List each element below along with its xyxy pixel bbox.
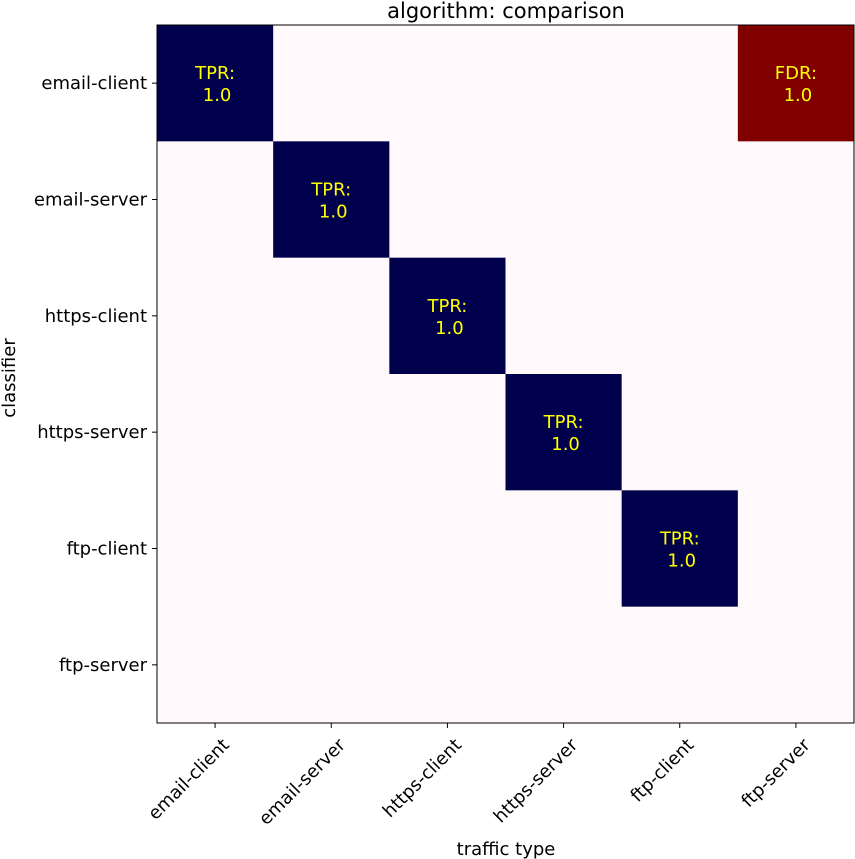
heatmap-cell-email-client-ftp-server [737,25,854,142]
cell-metric-label: TPR: [426,296,467,317]
y-axis-title: classifier [0,338,20,418]
cell-metric-label: TPR: [194,63,235,84]
x-axis-title: traffic type [457,839,556,859]
x-tick-label-https-client: https-client [379,735,466,822]
heatmap-cell-https-server-https-server [505,374,622,491]
y-tick-label-https-client: https-client [45,306,147,327]
x-tick-label-ftp-server: ftp-server [737,734,814,811]
heatmap-cell-email-server-email-server [273,141,390,258]
chart-title: algorithm: comparison [387,0,625,23]
cell-metric-label: FDR: [775,63,817,84]
y-tick-label-email-server: email-server [34,190,148,211]
y-tick-label-ftp-server: ftp-server [59,655,148,676]
x-tick-label-email-client: email-client [144,735,234,825]
x-tick-label-https-server: https-server [490,734,583,827]
cell-value-label: 1.0 [551,434,580,455]
cell-metric-label: TPR: [543,412,584,433]
cell-value-label: 1.0 [435,318,464,339]
x-tick-label-email-server: email-server [255,734,350,829]
heatmap-cell-email-client-email-client [157,25,274,142]
cell-value-label: 1.0 [203,85,232,106]
cell-value-label: 1.0 [784,85,813,106]
plot-frame [156,24,855,724]
y-tick-label-email-client: email-client [41,73,147,94]
cell-value-label: 1.0 [667,551,696,572]
heatmap-cell-https-client-https-client [389,257,506,374]
y-tick-label-https-server: https-server [37,422,147,443]
cell-value-label: 1.0 [319,202,348,223]
x-tick-label-ftp-client: ftp-client [627,735,699,807]
heatmap-cell-ftp-client-ftp-client [621,490,738,607]
y-tick-label-ftp-client: ftp-client [67,539,147,560]
cell-metric-label: TPR: [659,529,700,550]
cell-metric-label: TPR: [310,180,351,201]
